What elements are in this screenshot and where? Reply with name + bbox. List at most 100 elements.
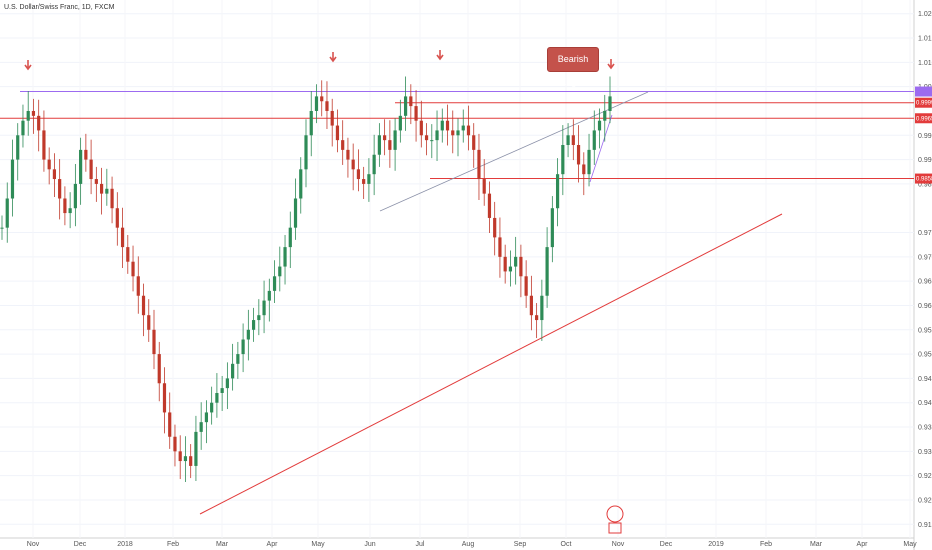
x-tick-label: Dec — [660, 541, 673, 548]
support-trendline — [199, 213, 783, 515]
candle-body — [445, 120, 450, 131]
price-tag — [915, 86, 932, 97]
candle-body — [424, 135, 429, 141]
candle-body — [603, 110, 607, 121]
candle-body — [89, 159, 93, 180]
y-tick-label: 0.92000 — [918, 497, 932, 504]
candle-body — [335, 125, 340, 141]
candle-body — [131, 261, 135, 277]
candle-body — [5, 198, 9, 228]
x-tick-label: Feb — [167, 541, 179, 548]
candle-body — [587, 149, 591, 175]
candle-body — [267, 290, 271, 301]
trendlines — [199, 91, 783, 515]
x-tick-label: Oct — [561, 541, 572, 548]
candle-body — [550, 208, 554, 248]
down-arrows — [24, 50, 615, 71]
candle-body — [47, 159, 51, 170]
candle-body — [346, 149, 350, 160]
price-tag — [915, 113, 932, 124]
candle-body — [592, 130, 596, 150]
y-tick-label: 0.98500 — [918, 181, 932, 188]
price-tag-label: 0.99991 — [916, 101, 932, 107]
x-tick-label: Sep — [514, 541, 527, 548]
candle-body — [105, 188, 109, 194]
candle-body — [251, 320, 256, 330]
candle-body — [493, 217, 497, 238]
y-tick-label: 0.94000 — [918, 400, 932, 407]
down-arrow-icon — [607, 59, 615, 70]
candle-body — [136, 276, 140, 296]
candle-body — [351, 159, 355, 170]
x-axis: Nov Dec 2018 Feb Mar Apr May Jun Jul Aug Sep Oct Nov… — [27, 541, 917, 548]
candle-body — [519, 256, 523, 277]
candle-body — [440, 120, 444, 131]
candle-body — [157, 354, 161, 384]
candle-body — [0, 227, 4, 229]
x-tick-label: Apr — [267, 541, 279, 548]
candle-body — [84, 149, 88, 160]
y-tick-label: 0.95000 — [918, 352, 932, 359]
candle-body — [73, 183, 77, 209]
y-tick-label: 0.91500 — [918, 522, 932, 529]
short-rising-trendline — [589, 114, 613, 183]
candle-body — [99, 183, 104, 194]
x-tick-label: May — [903, 541, 917, 548]
candle-body — [540, 295, 544, 321]
x-tick-label: 2019 — [708, 541, 724, 548]
candle-body — [524, 276, 528, 296]
candle-body — [215, 392, 219, 403]
candle-body — [309, 110, 313, 136]
candle-body — [582, 164, 586, 175]
candle-body — [314, 96, 319, 111]
x-tick-label: Mar — [216, 541, 229, 548]
candle-body — [535, 315, 539, 321]
x-tick-label: Aug — [462, 541, 475, 548]
candle-body — [231, 363, 235, 379]
candle-body — [210, 402, 214, 413]
candle-body — [168, 412, 172, 437]
candle-body — [26, 110, 30, 121]
candle-body — [487, 193, 492, 218]
candle-body — [576, 145, 581, 165]
candle-body — [63, 198, 67, 214]
horizontal-levels — [0, 91, 914, 180]
candle-body — [477, 149, 481, 180]
candle-body — [377, 135, 381, 155]
x-tick-label: Apr — [857, 541, 869, 548]
candle-body — [246, 329, 250, 340]
candle-body — [466, 125, 471, 136]
candle-body — [393, 130, 397, 150]
x-tick-label: Jun — [364, 541, 375, 548]
y-tick-label: 0.99000 — [918, 157, 932, 164]
y-tick-label: 0.93000 — [918, 449, 932, 456]
candle-body — [272, 276, 277, 291]
x-tick-label: Dec — [74, 541, 87, 548]
candle-body — [236, 354, 240, 364]
candle-body — [356, 169, 361, 180]
candle-body — [21, 120, 25, 136]
candle-body — [362, 179, 366, 184]
x-tick-label: Feb — [760, 541, 772, 548]
candle-body — [456, 130, 460, 136]
candle-body — [597, 120, 602, 131]
y-tick-label: 0.96000 — [918, 303, 932, 310]
y-tick-label: 0.97500 — [918, 230, 932, 237]
candle-body — [283, 247, 287, 267]
candle-body — [561, 145, 565, 175]
candle-body — [461, 125, 465, 131]
candle-body — [262, 300, 266, 316]
y-tick-label: 1.01500 — [918, 36, 932, 43]
candle-body — [178, 451, 182, 462]
candle-body — [288, 227, 292, 248]
candle-body — [199, 422, 203, 432]
x-tick-label: Mar — [810, 541, 823, 548]
candle-body — [241, 339, 245, 355]
y-tick-label: 0.93500 — [918, 425, 932, 432]
candle-body — [451, 130, 455, 136]
price-tag-label: 0.99651 — [916, 116, 932, 122]
x-tick-label: Nov — [27, 541, 40, 548]
chart-title: U.S. Dollar/Swiss Franc, 1D, FXCM — [4, 4, 115, 11]
candle-body — [304, 135, 308, 170]
